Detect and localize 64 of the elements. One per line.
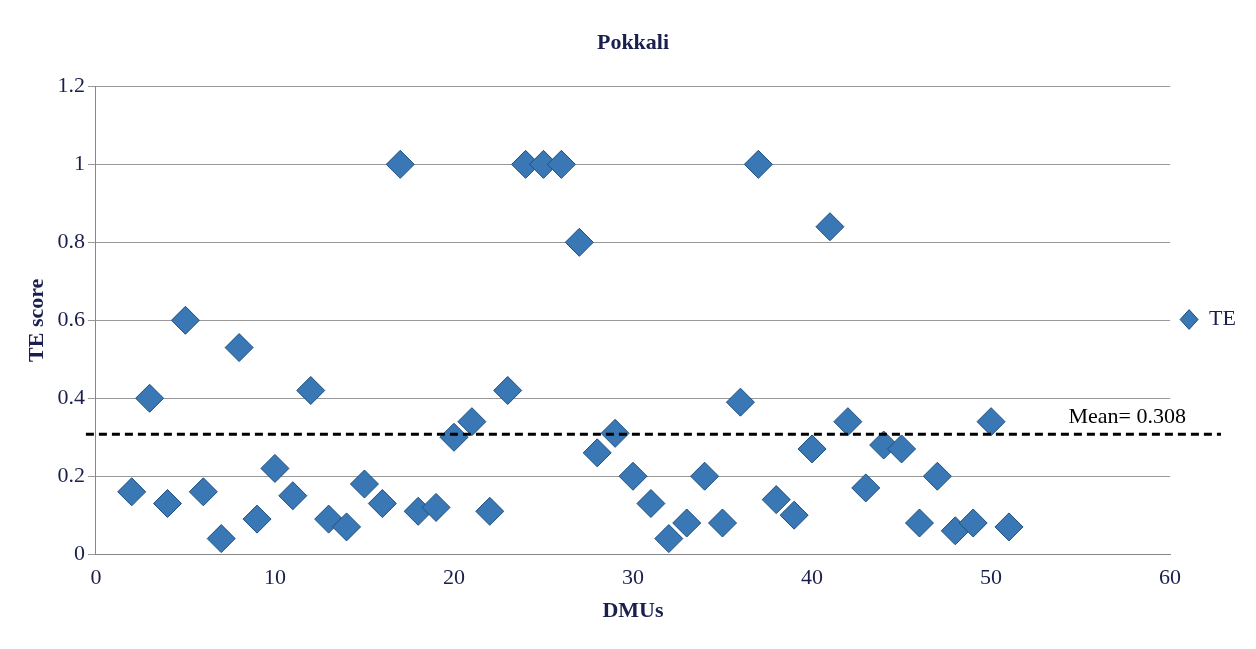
x-tick-label: 30 <box>622 564 645 590</box>
point <box>439 422 469 452</box>
point <box>976 407 1006 437</box>
point <box>779 500 809 530</box>
legend-label: TE <box>1209 305 1237 331</box>
point <box>457 407 487 437</box>
point <box>564 227 594 257</box>
point <box>797 434 827 464</box>
point <box>708 508 738 538</box>
point <box>922 461 952 491</box>
point <box>206 524 236 554</box>
point <box>636 489 666 519</box>
point <box>940 516 970 546</box>
point <box>314 504 344 534</box>
x-tick-label: 20 <box>442 564 465 590</box>
point <box>958 508 988 538</box>
point <box>278 481 308 511</box>
point <box>546 149 576 179</box>
point <box>994 512 1024 542</box>
x-tick-label: 60 <box>1159 564 1182 590</box>
y-tick-label: 0.4 <box>57 384 85 410</box>
point <box>260 453 290 483</box>
x-axis-title: DMUs <box>602 597 664 623</box>
point <box>690 461 720 491</box>
y-tick-label: 0.6 <box>57 306 85 332</box>
point <box>761 485 791 515</box>
point <box>188 477 218 507</box>
point <box>421 492 451 522</box>
y-tick-label: 0.2 <box>57 462 85 488</box>
x-tick-label: 10 <box>263 564 286 590</box>
point <box>135 383 165 413</box>
point <box>815 212 845 242</box>
point <box>117 477 147 507</box>
point <box>887 434 917 464</box>
point <box>582 438 612 468</box>
y-axis-title: TE score <box>22 278 48 362</box>
point <box>725 387 755 417</box>
y-tick-label: 0 <box>73 539 85 565</box>
x-tick-label: 50 <box>980 564 1003 590</box>
point <box>851 473 881 503</box>
point <box>332 512 362 542</box>
point <box>367 489 397 519</box>
point <box>672 508 702 538</box>
point <box>654 524 684 554</box>
point <box>743 149 773 179</box>
point <box>170 305 200 335</box>
point <box>349 469 379 499</box>
point <box>618 461 648 491</box>
point <box>296 375 326 405</box>
ref-line-label: Mean= 0.308 <box>1068 402 1186 428</box>
point <box>904 508 934 538</box>
y-tick-label: 1.2 <box>57 72 85 98</box>
point <box>833 407 863 437</box>
x-tick-label: 40 <box>801 564 824 590</box>
point <box>153 489 183 519</box>
point <box>224 333 254 363</box>
point <box>493 375 523 405</box>
point <box>475 496 505 526</box>
y-tick-label: 0.8 <box>57 228 85 254</box>
chart-title: Pokkali <box>596 28 670 54</box>
point <box>242 504 272 534</box>
point <box>385 149 415 179</box>
x-tick-label: 0 <box>90 564 102 590</box>
y-tick-label: 1 <box>73 150 85 176</box>
